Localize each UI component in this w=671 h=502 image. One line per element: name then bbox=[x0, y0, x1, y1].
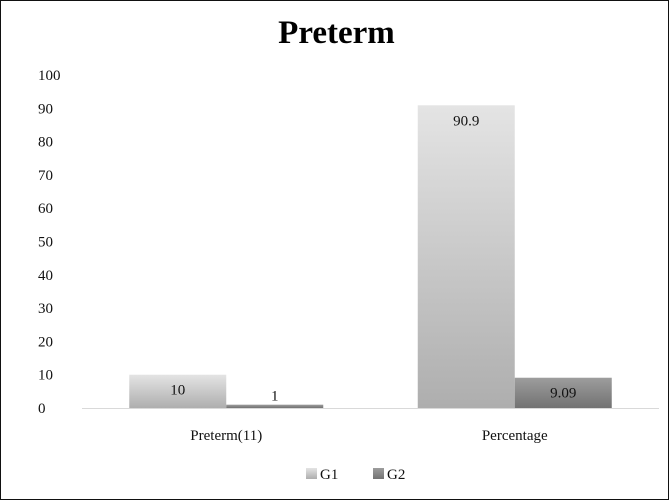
y-tick-label: 30 bbox=[38, 301, 53, 317]
y-tick-label: 20 bbox=[38, 334, 53, 350]
bar-g1-1 bbox=[129, 374, 227, 408]
y-tick-label: 0 bbox=[38, 401, 46, 417]
legend: G1 G2 bbox=[306, 467, 405, 483]
bar-g1-2 bbox=[417, 105, 515, 408]
legend-swatch-g2 bbox=[373, 468, 384, 479]
bar-g2-1 bbox=[226, 404, 324, 408]
y-tick-label: 60 bbox=[38, 201, 53, 217]
chart-title: Preterm bbox=[278, 15, 395, 51]
data-label: 90.9 bbox=[453, 113, 479, 129]
y-tick-label: 10 bbox=[38, 368, 53, 384]
y-tick-label: 70 bbox=[38, 168, 53, 184]
x-category-label: Percentage bbox=[482, 428, 548, 444]
legend-label-g1: G1 bbox=[320, 467, 338, 483]
data-label: 1 bbox=[271, 389, 279, 405]
bar-group: 10 1 90.9 9.09 bbox=[129, 105, 612, 408]
bar-g2-2 bbox=[514, 377, 612, 408]
legend-swatch-g1 bbox=[306, 468, 317, 479]
data-label: 10 bbox=[170, 383, 185, 399]
y-tick-label: 100 bbox=[38, 68, 61, 84]
data-label: 9.09 bbox=[550, 386, 576, 402]
x-axis: Preterm(11) Percentage bbox=[82, 408, 659, 444]
y-tick-label: 90 bbox=[38, 101, 53, 117]
legend-label-g2: G2 bbox=[387, 467, 405, 483]
y-tick-label: 40 bbox=[38, 268, 53, 284]
y-tick-label: 80 bbox=[38, 135, 53, 151]
x-category-label: Preterm(11) bbox=[190, 428, 262, 444]
y-tick-label: 50 bbox=[38, 235, 53, 251]
y-axis: 0 10 20 30 40 50 60 70 80 90 100 bbox=[38, 68, 61, 417]
